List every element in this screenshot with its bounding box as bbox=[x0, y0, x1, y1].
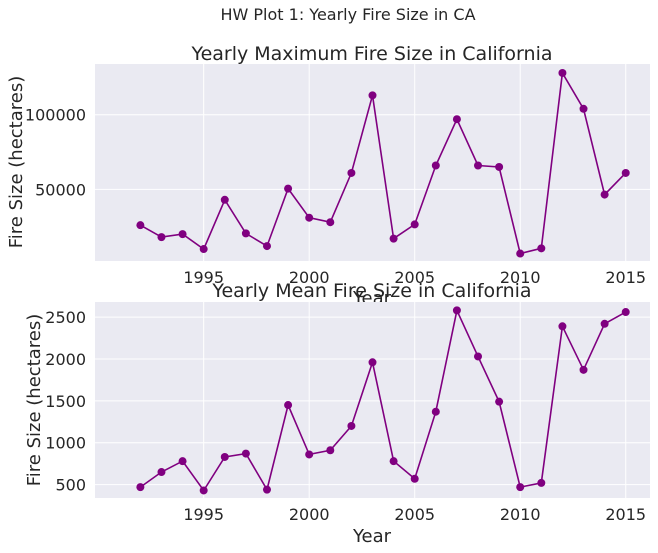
mean-data-point-2001 bbox=[326, 446, 335, 455]
max-x-tick-label: 2000 bbox=[289, 268, 330, 287]
max-y-tick-label: 100000 bbox=[25, 106, 86, 125]
max-data-point-2003 bbox=[368, 91, 377, 100]
mean-data-point-1995 bbox=[199, 486, 208, 495]
mean-y-tick-label: 2000 bbox=[45, 350, 86, 369]
max-data-point-1998 bbox=[262, 242, 271, 251]
max-data-point-1994 bbox=[178, 230, 187, 239]
max-data-point-2009 bbox=[495, 162, 504, 171]
max-data-point-1993 bbox=[157, 233, 166, 242]
figure-suptitle: HW Plot 1: Yearly Fire Size in CA bbox=[220, 5, 475, 24]
mean-data-point-1998 bbox=[262, 485, 271, 494]
max-series-line bbox=[140, 70, 627, 255]
max-plot-title: Yearly Maximum Fire Size in California bbox=[190, 43, 552, 65]
mean-plot-title: Yearly Mean Fire Size in California bbox=[211, 280, 531, 302]
mean-y-tick-label: 2500 bbox=[45, 308, 86, 327]
mean-data-point-1992 bbox=[136, 483, 145, 492]
mean-data-point-2012 bbox=[558, 322, 567, 331]
max-data-point-2004 bbox=[389, 234, 398, 243]
mean-data-point-2000 bbox=[305, 450, 314, 459]
mean-data-point-2010 bbox=[516, 483, 525, 492]
mean-x-tick-label: 2005 bbox=[394, 505, 435, 524]
max-data-point-2006 bbox=[431, 161, 440, 170]
mean-x-tick-label: 2000 bbox=[289, 505, 330, 524]
mean-data-point-2007 bbox=[452, 306, 461, 315]
max-data-point-1997 bbox=[241, 229, 250, 238]
mean-data-point-2015 bbox=[621, 308, 630, 317]
max-x-tick-label: 2010 bbox=[500, 268, 541, 287]
mean-data-point-1997 bbox=[241, 449, 250, 458]
mean-data-point-2009 bbox=[495, 397, 504, 406]
mean-y-tick-label: 1500 bbox=[45, 392, 86, 411]
mean-data-point-2004 bbox=[389, 457, 398, 466]
max-y-tick-label: 50000 bbox=[35, 180, 86, 199]
mean-y-tick-label: 1000 bbox=[45, 434, 86, 453]
mean-y-tick-label: 500 bbox=[55, 476, 86, 495]
max-data-point-2005 bbox=[410, 220, 419, 229]
mean-data-point-2002 bbox=[347, 421, 356, 430]
mean-data-point-2008 bbox=[474, 352, 483, 361]
max-x-tick-label: 1995 bbox=[183, 268, 224, 287]
mean-x-tick-label: 2015 bbox=[605, 505, 646, 524]
mean-data-point-2003 bbox=[368, 358, 377, 367]
max-data-point-2010 bbox=[516, 249, 525, 258]
mean-data-point-2014 bbox=[600, 319, 609, 328]
mean-plot-area bbox=[95, 302, 650, 498]
mean-data-point-1993 bbox=[157, 468, 166, 477]
max-data-point-2007 bbox=[452, 115, 461, 124]
mean-data-point-2013 bbox=[579, 365, 588, 374]
mean-data-point-2005 bbox=[410, 474, 419, 483]
max-data-point-1992 bbox=[136, 221, 145, 230]
max-plot-ylabel: Fire Size (hectares) bbox=[6, 76, 27, 249]
mean-data-point-1999 bbox=[284, 401, 293, 410]
max-data-point-2012 bbox=[558, 68, 567, 77]
max-x-tick-label: 2015 bbox=[605, 268, 646, 287]
max-data-point-2015 bbox=[621, 168, 630, 177]
max-data-point-1999 bbox=[284, 184, 293, 193]
mean-x-tick-label: 2010 bbox=[500, 505, 541, 524]
max-data-point-1995 bbox=[199, 245, 208, 254]
mean-x-tick-label: 1995 bbox=[183, 505, 224, 524]
max-x-tick-label: 2005 bbox=[394, 268, 435, 287]
max-data-point-2013 bbox=[579, 104, 588, 113]
mean-data-point-2011 bbox=[537, 478, 546, 487]
max-data-point-2011 bbox=[537, 244, 546, 253]
max-data-point-2014 bbox=[600, 190, 609, 199]
max-data-point-2001 bbox=[326, 218, 335, 227]
mean-data-point-2006 bbox=[431, 407, 440, 416]
mean-fire-size-plot: Yearly Mean Fire Size in California Fire… bbox=[24, 280, 650, 547]
max-fire-size-plot: Yearly Maximum Fire Size in California F… bbox=[6, 43, 650, 309]
mean-plot-ylabel: Fire Size (hectares) bbox=[24, 314, 45, 487]
max-data-point-2008 bbox=[474, 161, 483, 170]
max-data-point-2002 bbox=[347, 168, 356, 177]
max-data-point-2000 bbox=[305, 213, 314, 222]
mean-plot-xlabel: Year bbox=[352, 526, 392, 547]
mean-data-point-1994 bbox=[178, 457, 187, 466]
max-data-point-1996 bbox=[220, 195, 229, 204]
mean-data-point-1996 bbox=[220, 452, 229, 461]
mean-series-line bbox=[139, 307, 627, 492]
